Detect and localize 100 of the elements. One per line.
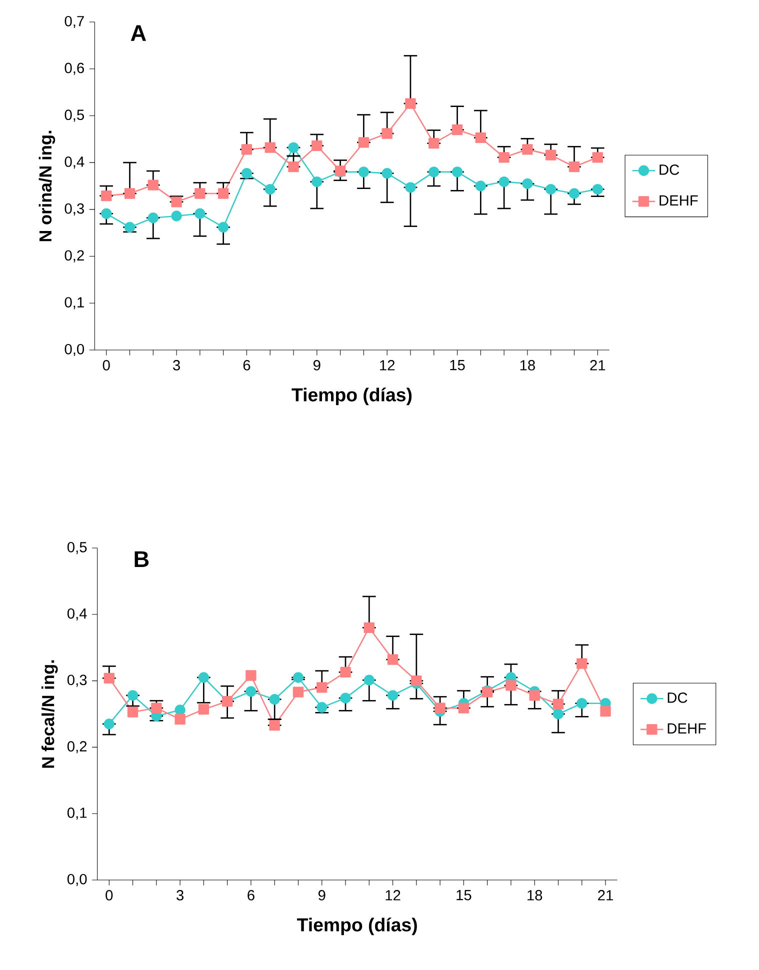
point (198, 704, 210, 715)
point (316, 682, 328, 693)
y-tick-label: 0,2 (64, 250, 84, 262)
y-tick-label: 0,1 (64, 297, 84, 310)
point (569, 188, 580, 199)
point (428, 166, 440, 178)
point (600, 706, 612, 717)
point (498, 152, 510, 163)
point (388, 690, 398, 701)
point (312, 140, 322, 152)
point (198, 672, 210, 683)
point (288, 161, 300, 172)
legend-label: DEHF (660, 195, 698, 206)
point (452, 124, 463, 136)
point (174, 704, 186, 716)
x-tick-label: 12 (380, 360, 395, 370)
point (128, 690, 138, 701)
point (405, 98, 416, 109)
point (312, 176, 322, 188)
point (246, 686, 256, 697)
point (546, 184, 556, 195)
x-tick-label: 18 (520, 360, 536, 370)
point (382, 128, 393, 139)
y-tick-label: 0,0 (64, 344, 84, 356)
point (148, 212, 159, 224)
point (194, 188, 206, 199)
x-axis-title: Tiempo (días) (297, 918, 418, 936)
point (476, 180, 486, 192)
x-axis-title: Tiempo (días) (292, 388, 412, 406)
y-tick-label: 0,4 (64, 156, 84, 169)
point (553, 698, 564, 710)
point (104, 718, 115, 730)
point (264, 184, 276, 195)
point (522, 144, 533, 155)
point (498, 176, 510, 188)
x-tick-label: 9 (318, 890, 326, 900)
point (592, 152, 604, 163)
point (522, 178, 533, 189)
y-tick-label: 0,1 (68, 808, 87, 820)
x-tick-label: 3 (173, 360, 180, 370)
point (101, 190, 112, 202)
y-tick-label: 0,0 (68, 874, 87, 886)
point (128, 706, 138, 718)
legend-label: DEHF (668, 723, 706, 734)
y-axis-title: N fecal/N ing. (42, 660, 58, 768)
point (124, 222, 136, 233)
x-tick-label: 12 (386, 890, 400, 900)
x-tick-label: 6 (244, 360, 250, 370)
y-tick-label: 0,2 (68, 741, 87, 754)
point (288, 142, 300, 153)
point (434, 702, 446, 714)
point (124, 188, 136, 199)
y-tick-label: 0,7 (64, 16, 84, 28)
x-tick-label: 18 (528, 890, 542, 900)
point (194, 208, 206, 219)
point (101, 208, 112, 219)
point (104, 672, 115, 684)
x-tick-label: 15 (456, 890, 472, 900)
y-tick-label: 0,3 (68, 674, 87, 687)
point (293, 672, 304, 683)
point (382, 168, 393, 179)
point (546, 150, 556, 160)
y-tick-label: 0,4 (68, 608, 88, 620)
point (242, 168, 252, 179)
y-axis-title: N orina/N ing. (39, 130, 56, 242)
point (171, 210, 182, 222)
point (576, 698, 588, 709)
x-tick-label: 0 (106, 890, 113, 900)
point (476, 132, 486, 144)
chart-title: A (130, 25, 146, 41)
point (316, 702, 328, 713)
point (218, 222, 229, 233)
point (340, 692, 352, 704)
point (148, 180, 159, 190)
point (358, 137, 370, 148)
point (269, 694, 280, 705)
point (246, 670, 256, 681)
legend-label: DC (668, 692, 688, 703)
point (269, 720, 280, 731)
legend-label: DC (660, 164, 680, 175)
point (151, 702, 162, 714)
point (264, 142, 276, 153)
x-tick-label: 9 (314, 360, 320, 370)
y-tick-label: 0,3 (64, 203, 84, 216)
point (388, 654, 398, 665)
point (576, 658, 588, 669)
point (411, 675, 422, 686)
point (171, 196, 182, 208)
point (358, 166, 370, 178)
point (458, 702, 470, 714)
chart-title: B (134, 551, 149, 567)
point (428, 138, 440, 149)
point (364, 622, 375, 634)
y-tick-label: 0,6 (64, 62, 84, 75)
x-tick-label: 21 (598, 890, 614, 900)
point (452, 166, 463, 178)
point (405, 182, 416, 193)
point (174, 714, 186, 725)
x-tick-label: 21 (590, 360, 606, 370)
point (506, 680, 516, 691)
